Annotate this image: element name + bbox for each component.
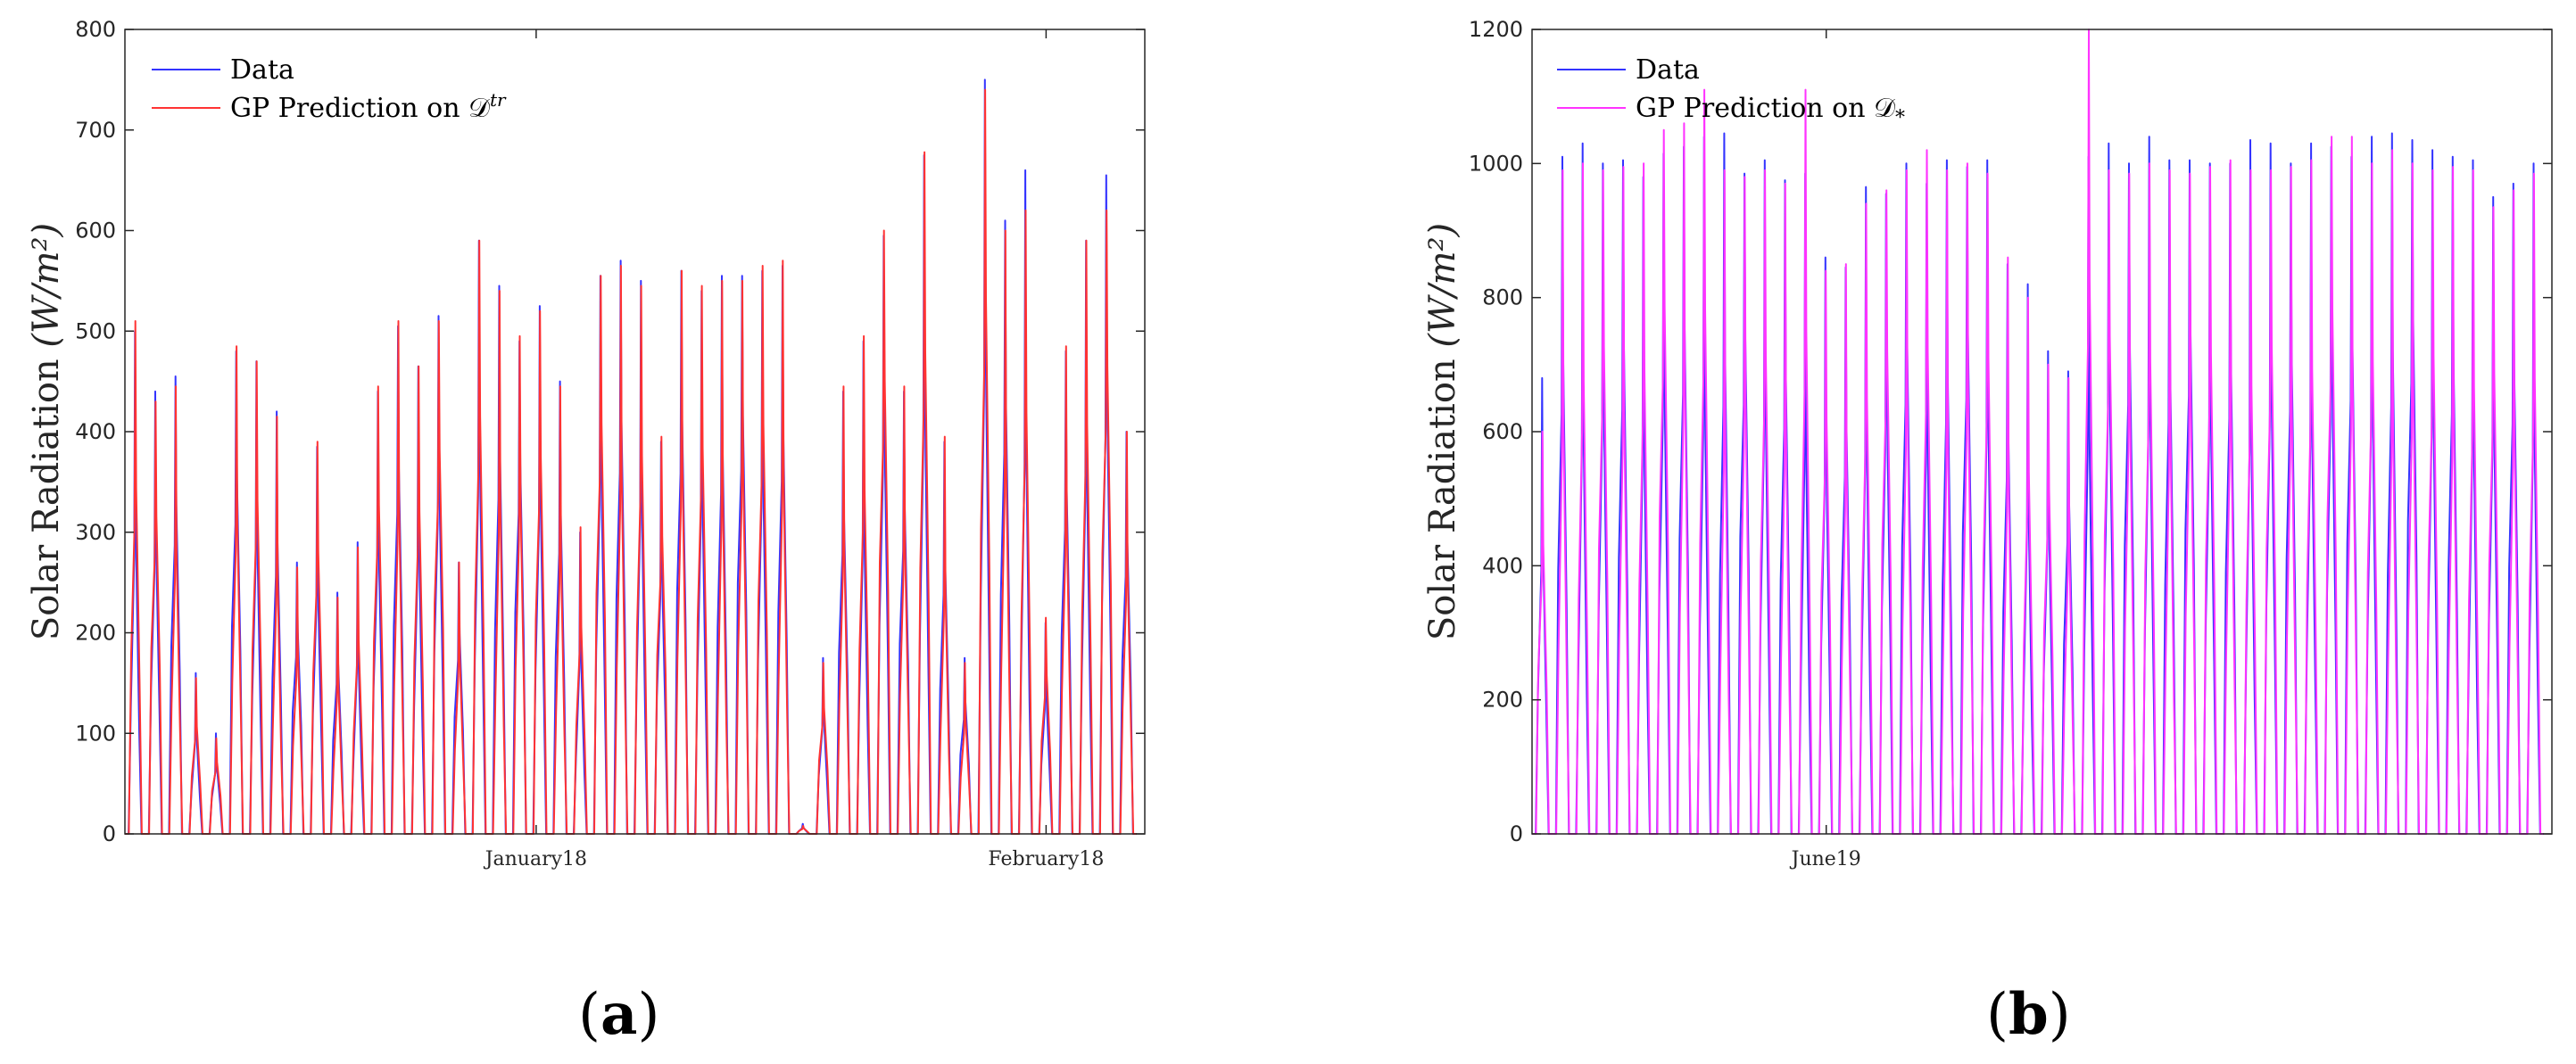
series-line-gp-prediction	[125, 88, 1137, 835]
y-tick-label: 600	[75, 219, 116, 243]
y-tick-label: 0	[103, 821, 116, 846]
legend-label-subscript: *	[1895, 107, 1905, 129]
x-tick-label: June19	[1790, 848, 1861, 870]
y-axis-label: Solar Radiation (W/m²)	[1422, 223, 1463, 640]
y-axis-label-units: (W/m²)	[26, 223, 67, 348]
y-tick-label: 700	[75, 118, 116, 143]
legend-label-data: Data	[230, 54, 294, 86]
panel-caption-letter: a	[600, 981, 638, 1048]
legend-label-gp-prediction: GP Prediction on 𝒟tr	[230, 89, 507, 124]
y-tick-label: 0	[1510, 821, 1523, 846]
y-tick-label: 1200	[1469, 17, 1523, 42]
y-tick-label: 400	[75, 419, 116, 444]
y-axis-label-units: (W/m²)	[1422, 223, 1463, 348]
legend-label-superscript: tr	[490, 89, 507, 111]
x-tick-label: January18	[484, 848, 587, 870]
series-line-gp-prediction	[1532, 29, 2544, 835]
y-tick-label: 800	[75, 17, 116, 42]
y-tick-label: 100	[75, 721, 116, 746]
legend-label-text: GP Prediction on 𝒟	[1636, 93, 1895, 124]
legend-label-text: Data	[230, 54, 294, 86]
y-tick-label: 1000	[1469, 151, 1523, 176]
panel-caption-letter: b	[2008, 981, 2049, 1048]
chart-panel-b: 0 200 400 600 800 1000 1200 June19 Solar Radiati…	[1422, 17, 2553, 870]
chart-panel-a: 0 100 200 300 400 500 600 700 800 January18 Februa…	[26, 17, 1146, 870]
y-tick-label: 200	[75, 621, 116, 646]
legend-label-text: GP Prediction on 𝒟	[230, 93, 490, 124]
y-tick-label: 200	[1482, 688, 1523, 713]
panel-caption-b: (b)	[1986, 981, 2071, 1048]
y-axis-label-main: Solar Radiation	[1422, 348, 1463, 641]
panel-caption-a: (a)	[578, 981, 660, 1048]
y-tick-label: 500	[75, 318, 116, 343]
legend-label-text: Data	[1636, 54, 1700, 86]
legend-label-gp-prediction: GP Prediction on 𝒟*	[1636, 93, 1905, 129]
y-tick-label: 300	[75, 520, 116, 545]
x-tick-label: February18	[988, 848, 1104, 870]
y-axis-label-main: Solar Radiation	[26, 348, 67, 641]
y-tick-label: 400	[1482, 553, 1523, 578]
y-tick-label: 600	[1482, 419, 1523, 444]
y-axis-label: Solar Radiation (W/m²)	[26, 223, 67, 640]
y-tick-label: 800	[1482, 285, 1523, 310]
legend-label-data: Data	[1636, 54, 1700, 86]
